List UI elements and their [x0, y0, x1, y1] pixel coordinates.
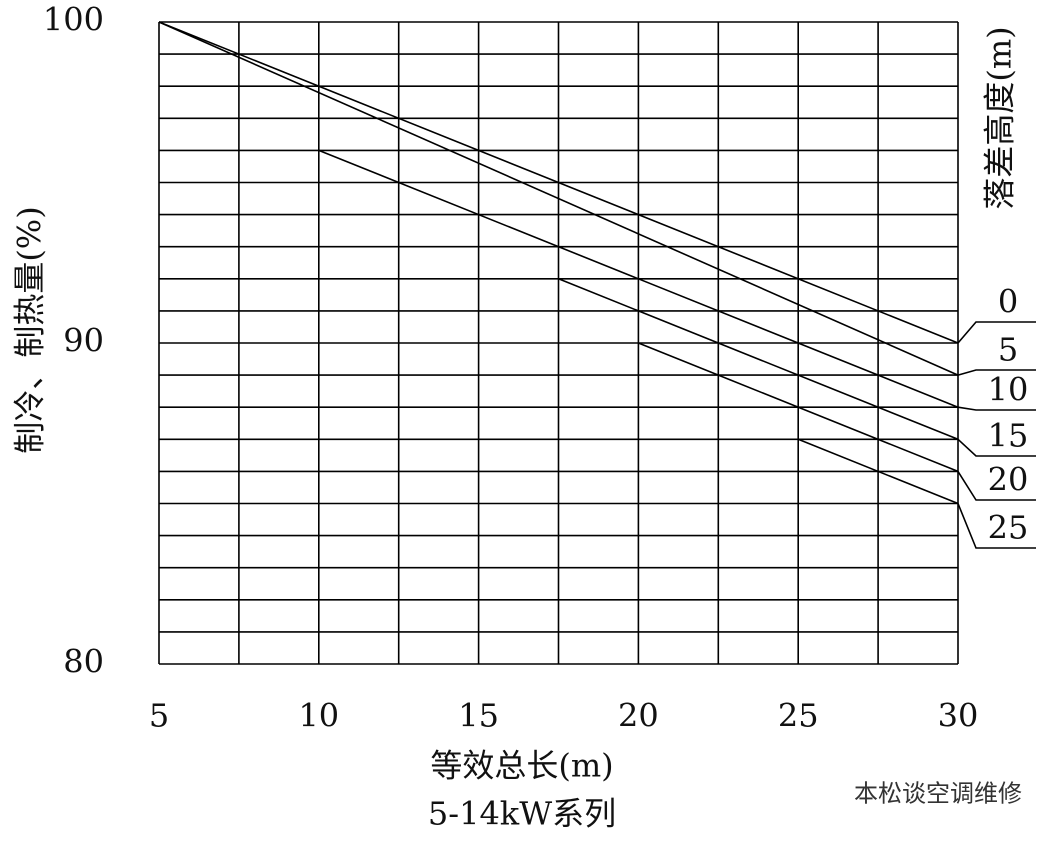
series-line [318, 149, 959, 408]
series-line [797, 438, 959, 505]
legend-title: 落差高度(m) [981, 26, 1019, 209]
legend-leader [957, 321, 1036, 344]
y-tick-label: 80 [63, 643, 104, 681]
series-line [158, 21, 959, 376]
watermark: 本松谈空调维修 [854, 780, 1022, 808]
series-line [638, 342, 959, 473]
y-tick-label: 100 [43, 1, 104, 39]
subtitle: 5-14kW系列 [428, 795, 616, 833]
legend-leader [957, 470, 1036, 501]
legend-label: 20 [988, 461, 1029, 499]
x-tick-label: 25 [778, 697, 819, 735]
legend-label: 5 [998, 331, 1018, 369]
series-line [158, 21, 959, 344]
legend-label: 10 [988, 371, 1029, 409]
x-tick-label: 20 [618, 697, 659, 735]
legend-leader [957, 406, 1036, 411]
legend-label: 25 [988, 509, 1029, 547]
x-tick-label: 15 [458, 697, 499, 735]
legend-leader [957, 438, 1036, 457]
x-tick-label: 30 [938, 697, 979, 735]
legend-label: 15 [988, 417, 1029, 455]
x-axis-title: 等效总长(m) [430, 747, 613, 785]
x-tick-label: 10 [298, 697, 339, 735]
legend-label: 0 [998, 283, 1018, 321]
y-tick-label: 90 [63, 322, 104, 360]
legend-leader [957, 369, 1036, 376]
y-axis-title: 制冷、制热量(%) [11, 206, 49, 453]
x-tick-label: 5 [149, 697, 169, 735]
legend-leader [957, 503, 1036, 549]
series-line [558, 278, 959, 441]
